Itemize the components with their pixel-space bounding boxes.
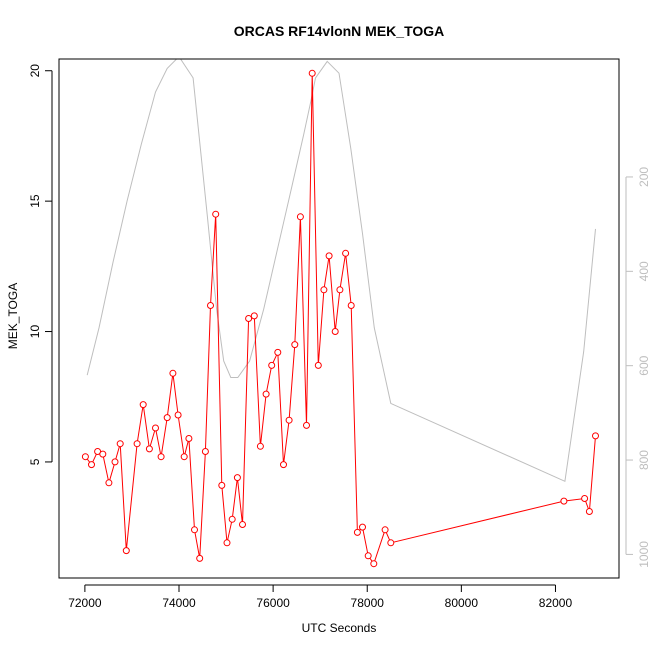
data-point bbox=[174, 411, 182, 419]
data-point bbox=[359, 523, 366, 531]
data-point bbox=[133, 440, 141, 448]
y-tick-label: 15 bbox=[28, 194, 42, 208]
data-point bbox=[245, 315, 253, 322]
data-point bbox=[139, 401, 147, 409]
data-point bbox=[196, 554, 204, 562]
data-point bbox=[116, 440, 124, 448]
data-point bbox=[336, 286, 344, 294]
secondary-series-layer bbox=[86, 59, 596, 483]
data-point bbox=[347, 302, 355, 309]
x-tick-label: 76000 bbox=[256, 596, 290, 610]
data-point bbox=[308, 69, 316, 77]
data-point bbox=[268, 361, 276, 369]
x-axis-label: UTC Seconds bbox=[302, 621, 377, 635]
data-point bbox=[370, 560, 378, 568]
secondary-tick-label: 200 bbox=[637, 167, 650, 187]
data-point bbox=[387, 539, 395, 547]
data-point bbox=[111, 458, 119, 466]
data-point bbox=[364, 552, 372, 560]
secondary-series-line bbox=[86, 59, 596, 483]
data-point bbox=[233, 474, 241, 482]
data-point bbox=[314, 361, 322, 369]
data-point bbox=[88, 461, 95, 469]
data-point bbox=[250, 312, 258, 320]
secondary-tick-label: 600 bbox=[637, 355, 650, 375]
axes-layer: 72000 74000 76000 78000 80000 82000 5 10 15 20 200… bbox=[28, 64, 650, 610]
data-point bbox=[163, 414, 171, 422]
x-tick-label: 82000 bbox=[539, 596, 573, 610]
data-point bbox=[122, 547, 130, 555]
secondary-tick-label: 800 bbox=[637, 450, 650, 470]
data-point bbox=[325, 252, 333, 260]
primary-series-layer bbox=[81, 69, 599, 568]
data-point bbox=[291, 341, 299, 349]
data-point bbox=[201, 448, 209, 455]
data-point bbox=[157, 453, 165, 461]
data-point bbox=[381, 526, 389, 534]
data-point bbox=[353, 528, 361, 536]
y-axis-label: MEK_TOGA bbox=[6, 283, 20, 349]
data-point bbox=[285, 416, 293, 424]
data-point bbox=[99, 450, 107, 458]
data-point bbox=[223, 539, 231, 547]
data-point bbox=[592, 432, 599, 440]
data-point bbox=[296, 213, 304, 221]
x-tick-label: 74000 bbox=[162, 596, 196, 610]
data-point bbox=[145, 445, 153, 453]
y-tick-label: 20 bbox=[28, 64, 42, 78]
data-point bbox=[191, 526, 198, 534]
secondary-tick-label: 400 bbox=[637, 261, 650, 281]
y-tick-label: 10 bbox=[28, 325, 42, 339]
data-point bbox=[218, 481, 226, 489]
data-point bbox=[212, 210, 220, 218]
data-point bbox=[239, 521, 246, 528]
chart-title: ORCAS RF14vlonN MEK_TOGA bbox=[234, 23, 445, 39]
data-point bbox=[303, 421, 310, 429]
data-point bbox=[81, 453, 89, 461]
data-point bbox=[169, 369, 177, 377]
data-point bbox=[185, 435, 193, 442]
data-point bbox=[262, 390, 270, 398]
data-point bbox=[274, 348, 282, 356]
data-point bbox=[585, 508, 593, 515]
x-tick-label: 80000 bbox=[445, 596, 479, 610]
data-point bbox=[342, 249, 350, 257]
data-point bbox=[280, 461, 287, 469]
data-point bbox=[581, 495, 589, 502]
y-tick-label: 5 bbox=[28, 458, 42, 465]
data-point bbox=[105, 479, 113, 487]
data-point bbox=[320, 286, 328, 294]
plot-frame bbox=[58, 58, 620, 579]
x-tick-label: 78000 bbox=[351, 596, 385, 610]
data-point bbox=[256, 442, 264, 450]
data-point bbox=[207, 302, 214, 309]
data-point bbox=[180, 453, 188, 461]
x-tick-label: 72000 bbox=[68, 596, 102, 610]
secondary-tick-label: 1000 bbox=[637, 541, 650, 568]
data-point bbox=[331, 328, 339, 335]
data-point bbox=[560, 497, 568, 505]
data-point bbox=[228, 515, 236, 523]
data-point bbox=[152, 424, 159, 432]
